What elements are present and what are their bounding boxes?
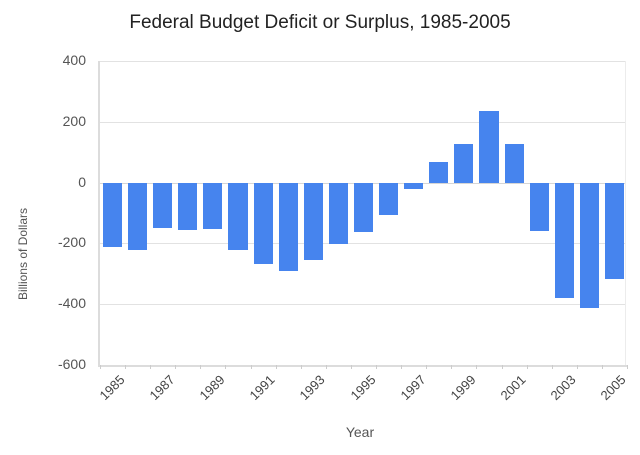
- x-tick-label: 1989: [196, 372, 228, 404]
- bar-1985[interactable]: [103, 182, 123, 248]
- x-tick-label: 1999: [447, 372, 479, 404]
- x-tick-label: 1995: [347, 372, 379, 404]
- bar-1987[interactable]: [153, 182, 173, 229]
- x-tick-mark: [250, 365, 252, 369]
- gridline: [98, 121, 625, 123]
- bar-1996[interactable]: [379, 182, 399, 216]
- x-tick-mark: [526, 365, 528, 369]
- gridline: [98, 304, 625, 306]
- x-tick-mark: [601, 365, 603, 369]
- x-tick-mark: [551, 365, 553, 369]
- gridline: [98, 243, 625, 245]
- x-tick-mark: [451, 365, 453, 369]
- x-tick-mark: [501, 365, 503, 369]
- x-tick-mark: [100, 365, 101, 369]
- chart-title: Federal Budget Deficit or Surplus, 1985-…: [129, 12, 511, 33]
- x-axis-title: Year: [345, 424, 375, 440]
- x-tick-mark: [150, 365, 152, 369]
- x-tick-mark: [125, 365, 127, 369]
- x-tick-label: 1997: [397, 372, 429, 404]
- bar-2000[interactable]: [479, 110, 499, 183]
- bar-2002[interactable]: [529, 182, 549, 231]
- x-tick-label: 1987: [146, 372, 178, 404]
- x-tick-mark: [350, 365, 352, 369]
- bar-1992[interactable]: [278, 182, 298, 271]
- x-tick-mark: [426, 365, 428, 369]
- bar-1998[interactable]: [429, 161, 449, 183]
- y-tick-label: -200: [57, 234, 86, 251]
- y-axis-line: [98, 61, 100, 367]
- x-tick-mark: [175, 365, 177, 369]
- x-tick-label: 2001: [497, 372, 529, 404]
- gridline: [98, 61, 625, 62]
- bar-1990[interactable]: [228, 182, 248, 250]
- bar-2004[interactable]: [579, 182, 599, 309]
- x-axis-line: [98, 365, 627, 367]
- bar-1995[interactable]: [353, 182, 374, 233]
- x-tick-mark: [325, 365, 327, 369]
- x-tick-mark: [225, 365, 227, 369]
- bar-2005[interactable]: [604, 182, 624, 280]
- bar-2001[interactable]: [504, 143, 524, 183]
- x-tick-label: 1991: [246, 372, 278, 404]
- x-tick-label: 1993: [296, 372, 328, 404]
- bar-1997[interactable]: [404, 182, 424, 190]
- x-tick-label: 2003: [547, 372, 579, 404]
- x-tick-mark: [300, 365, 302, 369]
- x-tick-mark: [476, 365, 478, 369]
- y-tick-label: -600: [57, 356, 86, 372]
- bar-1993[interactable]: [303, 182, 323, 261]
- plot-right-border: [625, 61, 626, 365]
- y-tick-label: 200: [62, 112, 86, 129]
- y-tick-label: 0: [78, 173, 86, 190]
- y-tick-label: -400: [57, 295, 86, 312]
- x-tick-mark: [627, 365, 628, 369]
- x-tick-label: 1985: [96, 372, 128, 404]
- bar-2003[interactable]: [554, 182, 574, 298]
- x-tick-mark: [576, 365, 578, 369]
- bar-1989[interactable]: [203, 182, 223, 230]
- x-tick-mark: [200, 365, 202, 369]
- x-tick-mark: [275, 365, 277, 369]
- bar-1986[interactable]: [128, 182, 148, 250]
- x-tick-mark: [376, 365, 378, 369]
- x-tick-mark: [401, 365, 403, 369]
- bar-1994[interactable]: [328, 182, 348, 245]
- plot-area: [98, 61, 625, 366]
- y-tick-label: 400: [62, 52, 86, 68]
- bar-1991[interactable]: [253, 182, 273, 265]
- x-tick-label: 2005: [597, 372, 630, 404]
- bar-1988[interactable]: [178, 182, 198, 230]
- bar-1999[interactable]: [454, 144, 474, 183]
